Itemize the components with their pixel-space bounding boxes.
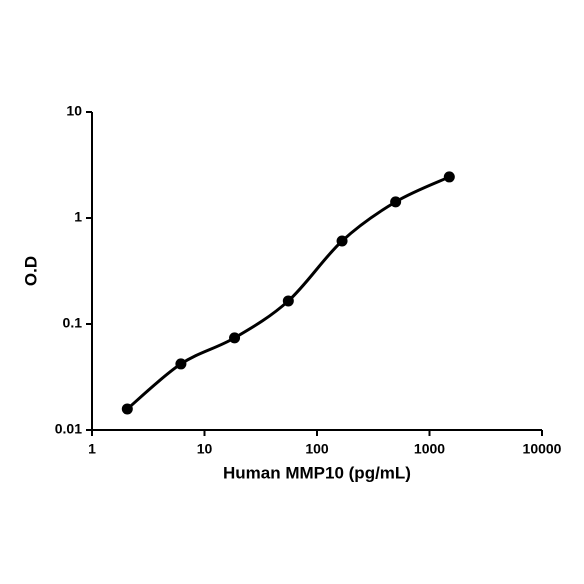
x-tick-label: 100 <box>305 441 329 457</box>
x-tick-label: 1 <box>88 441 96 457</box>
x-tick-label: 1000 <box>414 441 445 457</box>
data-point <box>390 196 402 208</box>
data-point <box>336 235 348 247</box>
x-tick-label: 10 <box>197 441 213 457</box>
x-axis-title: Human MMP10 (pg/mL) <box>223 463 411 482</box>
y-tick-label: 1 <box>74 209 82 225</box>
data-point <box>121 403 133 415</box>
x-tick-label: 10000 <box>523 441 562 457</box>
data-point <box>175 358 187 370</box>
data-point <box>443 171 455 183</box>
y-axis-title: O.D <box>21 256 40 286</box>
data-point <box>229 332 241 344</box>
y-tick-label: 0.1 <box>63 315 83 331</box>
y-tick-label: 0.01 <box>55 421 82 437</box>
data-point <box>282 295 294 307</box>
y-tick-label: 10 <box>66 103 82 119</box>
